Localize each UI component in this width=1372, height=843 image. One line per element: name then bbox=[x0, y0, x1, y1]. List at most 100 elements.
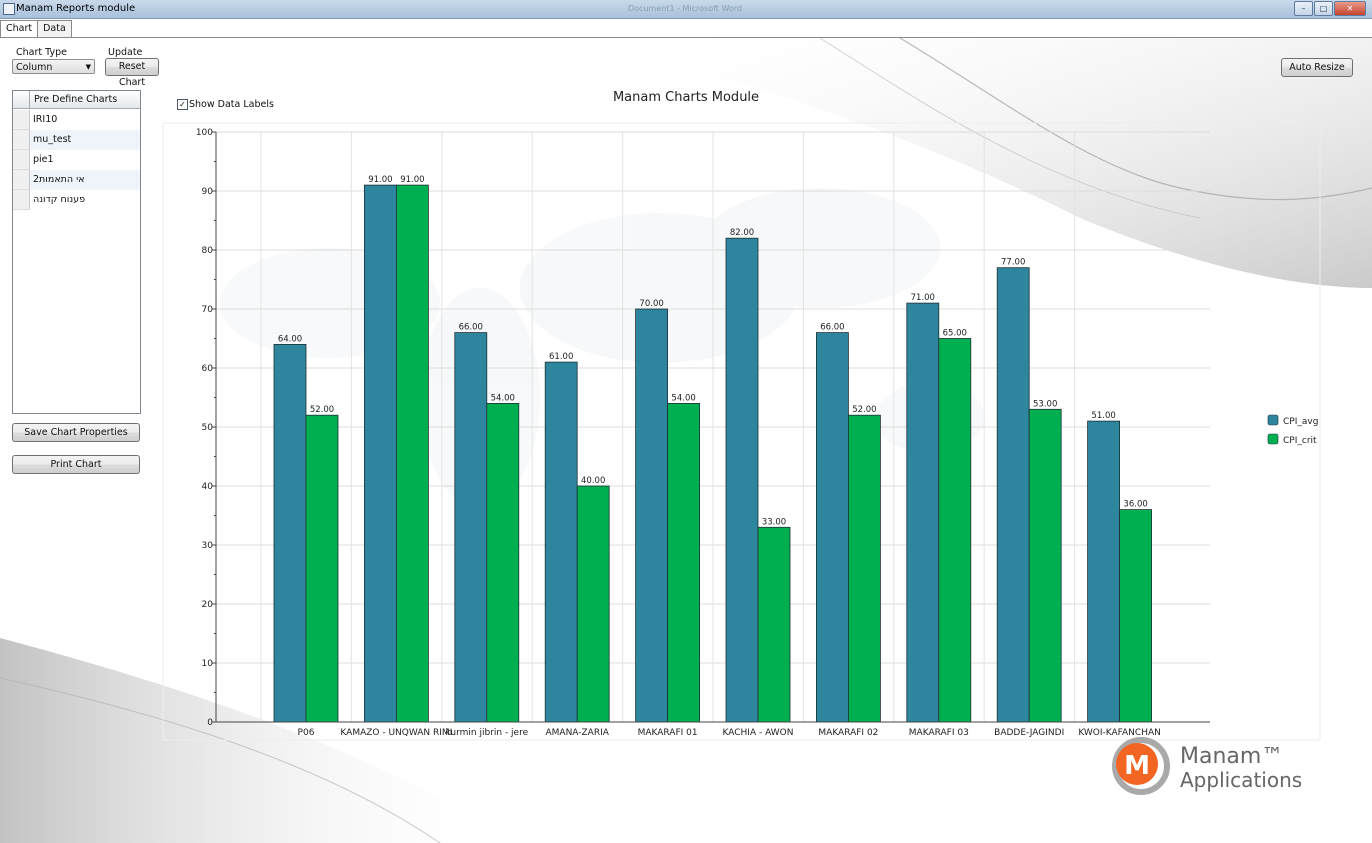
bar bbox=[938, 338, 972, 723]
print-chart-button[interactable]: Print Chart bbox=[12, 455, 140, 474]
window-title: Manam Reports module bbox=[16, 3, 136, 14]
data-label: 91.00 bbox=[368, 175, 392, 185]
data-label: 91.00 bbox=[400, 175, 424, 185]
bar bbox=[725, 237, 759, 723]
row-selector[interactable] bbox=[13, 170, 30, 190]
row-selector[interactable] bbox=[13, 130, 30, 150]
y-tick-label: 40 bbox=[202, 482, 214, 492]
x-tick-label: MAKARAFI 02 bbox=[818, 728, 878, 738]
list-item[interactable]: mu_test bbox=[13, 130, 140, 150]
manam-logo-icon: M bbox=[1112, 737, 1170, 795]
show-data-labels-label[interactable]: Show Data Labels bbox=[189, 99, 274, 110]
svg-text:M: M bbox=[1124, 751, 1150, 781]
chart-type-label: Chart Type bbox=[16, 47, 67, 58]
tab-chart[interactable]: Chart bbox=[0, 20, 39, 38]
data-label: 52.00 bbox=[852, 405, 876, 415]
tab-divider bbox=[0, 37, 1372, 38]
list-item-label: אי התאמות2 bbox=[30, 170, 140, 190]
bar bbox=[1119, 509, 1152, 723]
logo-subtitle: Applications bbox=[1180, 768, 1303, 792]
row-selector[interactable] bbox=[13, 110, 30, 130]
y-tick-label: 70 bbox=[202, 305, 214, 315]
row-selector[interactable] bbox=[13, 190, 30, 210]
data-label: 77.00 bbox=[1001, 258, 1025, 268]
tab-strip: Chart Data bbox=[0, 20, 72, 38]
list-item-label: pie1 bbox=[33, 154, 54, 165]
legend-swatch bbox=[1267, 414, 1279, 426]
data-label: 66.00 bbox=[820, 323, 844, 333]
data-label: 61.00 bbox=[549, 352, 573, 362]
data-label: 64.00 bbox=[278, 334, 302, 344]
data-label: 33.00 bbox=[762, 517, 786, 527]
chevron-down-icon: ▼ bbox=[85, 63, 91, 71]
data-label: 52.00 bbox=[310, 405, 334, 415]
bar bbox=[486, 402, 520, 723]
x-tick-label: AMANA-ZARIA bbox=[545, 728, 609, 738]
bar bbox=[848, 414, 881, 723]
list-item[interactable]: IRI10 bbox=[13, 110, 140, 130]
close-button[interactable]: ✕ bbox=[1334, 1, 1366, 16]
minimize-button[interactable]: – bbox=[1294, 1, 1313, 16]
list-item-label: IRI10 bbox=[33, 114, 58, 125]
chart-legend: CPI_avg CPI_crit bbox=[1267, 414, 1318, 446]
legend-swatch bbox=[1267, 433, 1279, 445]
predefined-charts-grid[interactable]: Pre Define Charts IRI10 mu_test pie1 אי … bbox=[12, 90, 141, 414]
bar bbox=[305, 414, 339, 723]
chart-type-dropdown[interactable]: Column ▼ bbox=[12, 59, 95, 74]
grid-corner-header bbox=[13, 91, 30, 109]
chart-tab-content: Chart Type Column ▼ Update Reset Chart A… bbox=[0, 38, 1372, 843]
y-tick-label: 50 bbox=[202, 423, 214, 433]
bar bbox=[816, 332, 849, 723]
bar bbox=[576, 485, 610, 723]
auto-resize-button[interactable]: Auto Resize bbox=[1281, 58, 1353, 77]
update-label: Update bbox=[108, 47, 143, 58]
bar bbox=[1087, 420, 1120, 723]
title-bar: Manam Reports module Document1 - Microso… bbox=[0, 0, 1372, 19]
data-label: 70.00 bbox=[639, 299, 663, 309]
bar bbox=[635, 308, 668, 723]
x-tick-label: kurmin jibrin - jere bbox=[445, 728, 528, 738]
checkmark-icon: ✓ bbox=[179, 100, 186, 109]
x-tick-label: BADDE-JAGINDI bbox=[994, 728, 1064, 738]
legend-label: CPI_crit bbox=[1283, 436, 1317, 446]
list-item[interactable]: pie1 bbox=[13, 150, 140, 170]
chart-type-value: Column bbox=[16, 62, 53, 73]
background-swoosh bbox=[0, 38, 1372, 843]
x-tick-label: P06 bbox=[298, 728, 315, 738]
logo-name: Manam™ bbox=[1180, 744, 1284, 769]
list-item-label: פענוח קדונה bbox=[33, 194, 86, 205]
x-tick-label: KACHIA - AWON bbox=[723, 728, 794, 738]
y-tick-label: 0 bbox=[207, 718, 213, 728]
maximize-button[interactable]: □ bbox=[1314, 1, 1333, 16]
bar bbox=[454, 332, 488, 723]
list-item[interactable]: אי התאמות2 bbox=[13, 170, 140, 190]
y-tick-label: 90 bbox=[202, 187, 214, 197]
column-chart: 64.00 52.00 91.00 91.00 66.00 54.00 61.00 40.00… bbox=[196, 90, 1319, 738]
bar bbox=[667, 402, 700, 723]
list-item[interactable]: פענוח קדונה bbox=[13, 190, 140, 210]
background-window-title: Document1 - Microsoft Word bbox=[628, 4, 743, 13]
bar bbox=[273, 343, 307, 723]
legend-label: CPI_avg bbox=[1283, 417, 1318, 427]
data-label: 36.00 bbox=[1123, 500, 1147, 510]
show-data-labels-checkbox[interactable]: ✓ bbox=[177, 99, 188, 110]
x-tick-label: MAKARAFI 01 bbox=[638, 728, 698, 738]
x-tick-label: MAKARAFI 03 bbox=[909, 728, 969, 738]
y-tick-label: 30 bbox=[202, 541, 214, 551]
y-tick-label: 80 bbox=[202, 246, 214, 256]
save-chart-properties-button[interactable]: Save Chart Properties bbox=[12, 423, 140, 442]
data-label: 40.00 bbox=[581, 476, 605, 486]
app-icon bbox=[3, 3, 15, 15]
bar bbox=[906, 302, 940, 723]
tab-data[interactable]: Data bbox=[37, 20, 72, 37]
x-tick-label: KWOI-KAFANCHAN bbox=[1078, 728, 1161, 738]
x-tick-label: KAMAZO - UNQWAN RIMI bbox=[340, 728, 452, 738]
row-selector[interactable] bbox=[13, 150, 30, 170]
data-label: 65.00 bbox=[943, 329, 967, 339]
y-tick-label: 100 bbox=[196, 128, 213, 138]
y-tick-label: 20 bbox=[202, 600, 214, 610]
reset-chart-button[interactable]: Reset Chart bbox=[105, 58, 159, 88]
chart-title: Manam Charts Module bbox=[613, 90, 759, 105]
list-item-label: mu_test bbox=[30, 130, 140, 150]
data-label: 66.00 bbox=[459, 323, 483, 333]
